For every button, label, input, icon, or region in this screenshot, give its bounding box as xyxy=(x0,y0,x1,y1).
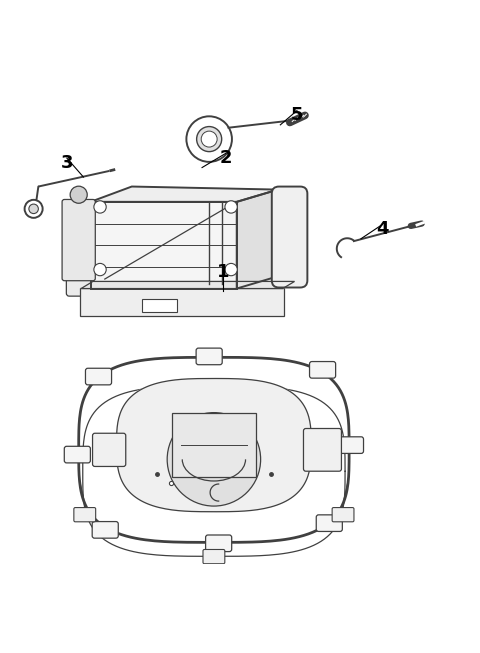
FancyBboxPatch shape xyxy=(303,428,341,471)
FancyBboxPatch shape xyxy=(205,535,232,552)
FancyBboxPatch shape xyxy=(66,240,99,296)
FancyBboxPatch shape xyxy=(80,287,284,315)
Circle shape xyxy=(94,263,106,276)
FancyBboxPatch shape xyxy=(337,437,363,453)
FancyBboxPatch shape xyxy=(272,187,307,287)
Text: 2: 2 xyxy=(219,149,232,167)
Circle shape xyxy=(225,263,237,276)
Polygon shape xyxy=(237,189,278,289)
Polygon shape xyxy=(117,379,311,512)
Circle shape xyxy=(197,127,222,151)
FancyBboxPatch shape xyxy=(92,522,118,538)
FancyBboxPatch shape xyxy=(196,348,222,365)
Circle shape xyxy=(70,186,87,203)
FancyBboxPatch shape xyxy=(85,368,111,385)
Text: 5: 5 xyxy=(291,106,303,124)
FancyBboxPatch shape xyxy=(142,300,177,311)
FancyBboxPatch shape xyxy=(310,362,336,378)
FancyBboxPatch shape xyxy=(203,549,225,564)
Circle shape xyxy=(24,200,43,218)
FancyBboxPatch shape xyxy=(74,507,96,522)
Polygon shape xyxy=(91,187,278,202)
Text: 1: 1 xyxy=(217,263,229,281)
Text: 3: 3 xyxy=(60,154,73,172)
Polygon shape xyxy=(79,357,349,543)
FancyBboxPatch shape xyxy=(64,446,90,463)
Circle shape xyxy=(94,200,106,213)
FancyBboxPatch shape xyxy=(62,199,96,281)
Circle shape xyxy=(167,413,261,506)
Circle shape xyxy=(201,131,217,147)
Circle shape xyxy=(186,116,232,162)
FancyBboxPatch shape xyxy=(316,515,342,532)
Circle shape xyxy=(225,200,237,213)
Circle shape xyxy=(29,204,38,214)
Text: 4: 4 xyxy=(376,220,389,238)
FancyBboxPatch shape xyxy=(93,433,126,466)
FancyBboxPatch shape xyxy=(172,413,256,477)
Polygon shape xyxy=(91,202,237,289)
Polygon shape xyxy=(81,281,295,289)
FancyBboxPatch shape xyxy=(332,507,354,522)
